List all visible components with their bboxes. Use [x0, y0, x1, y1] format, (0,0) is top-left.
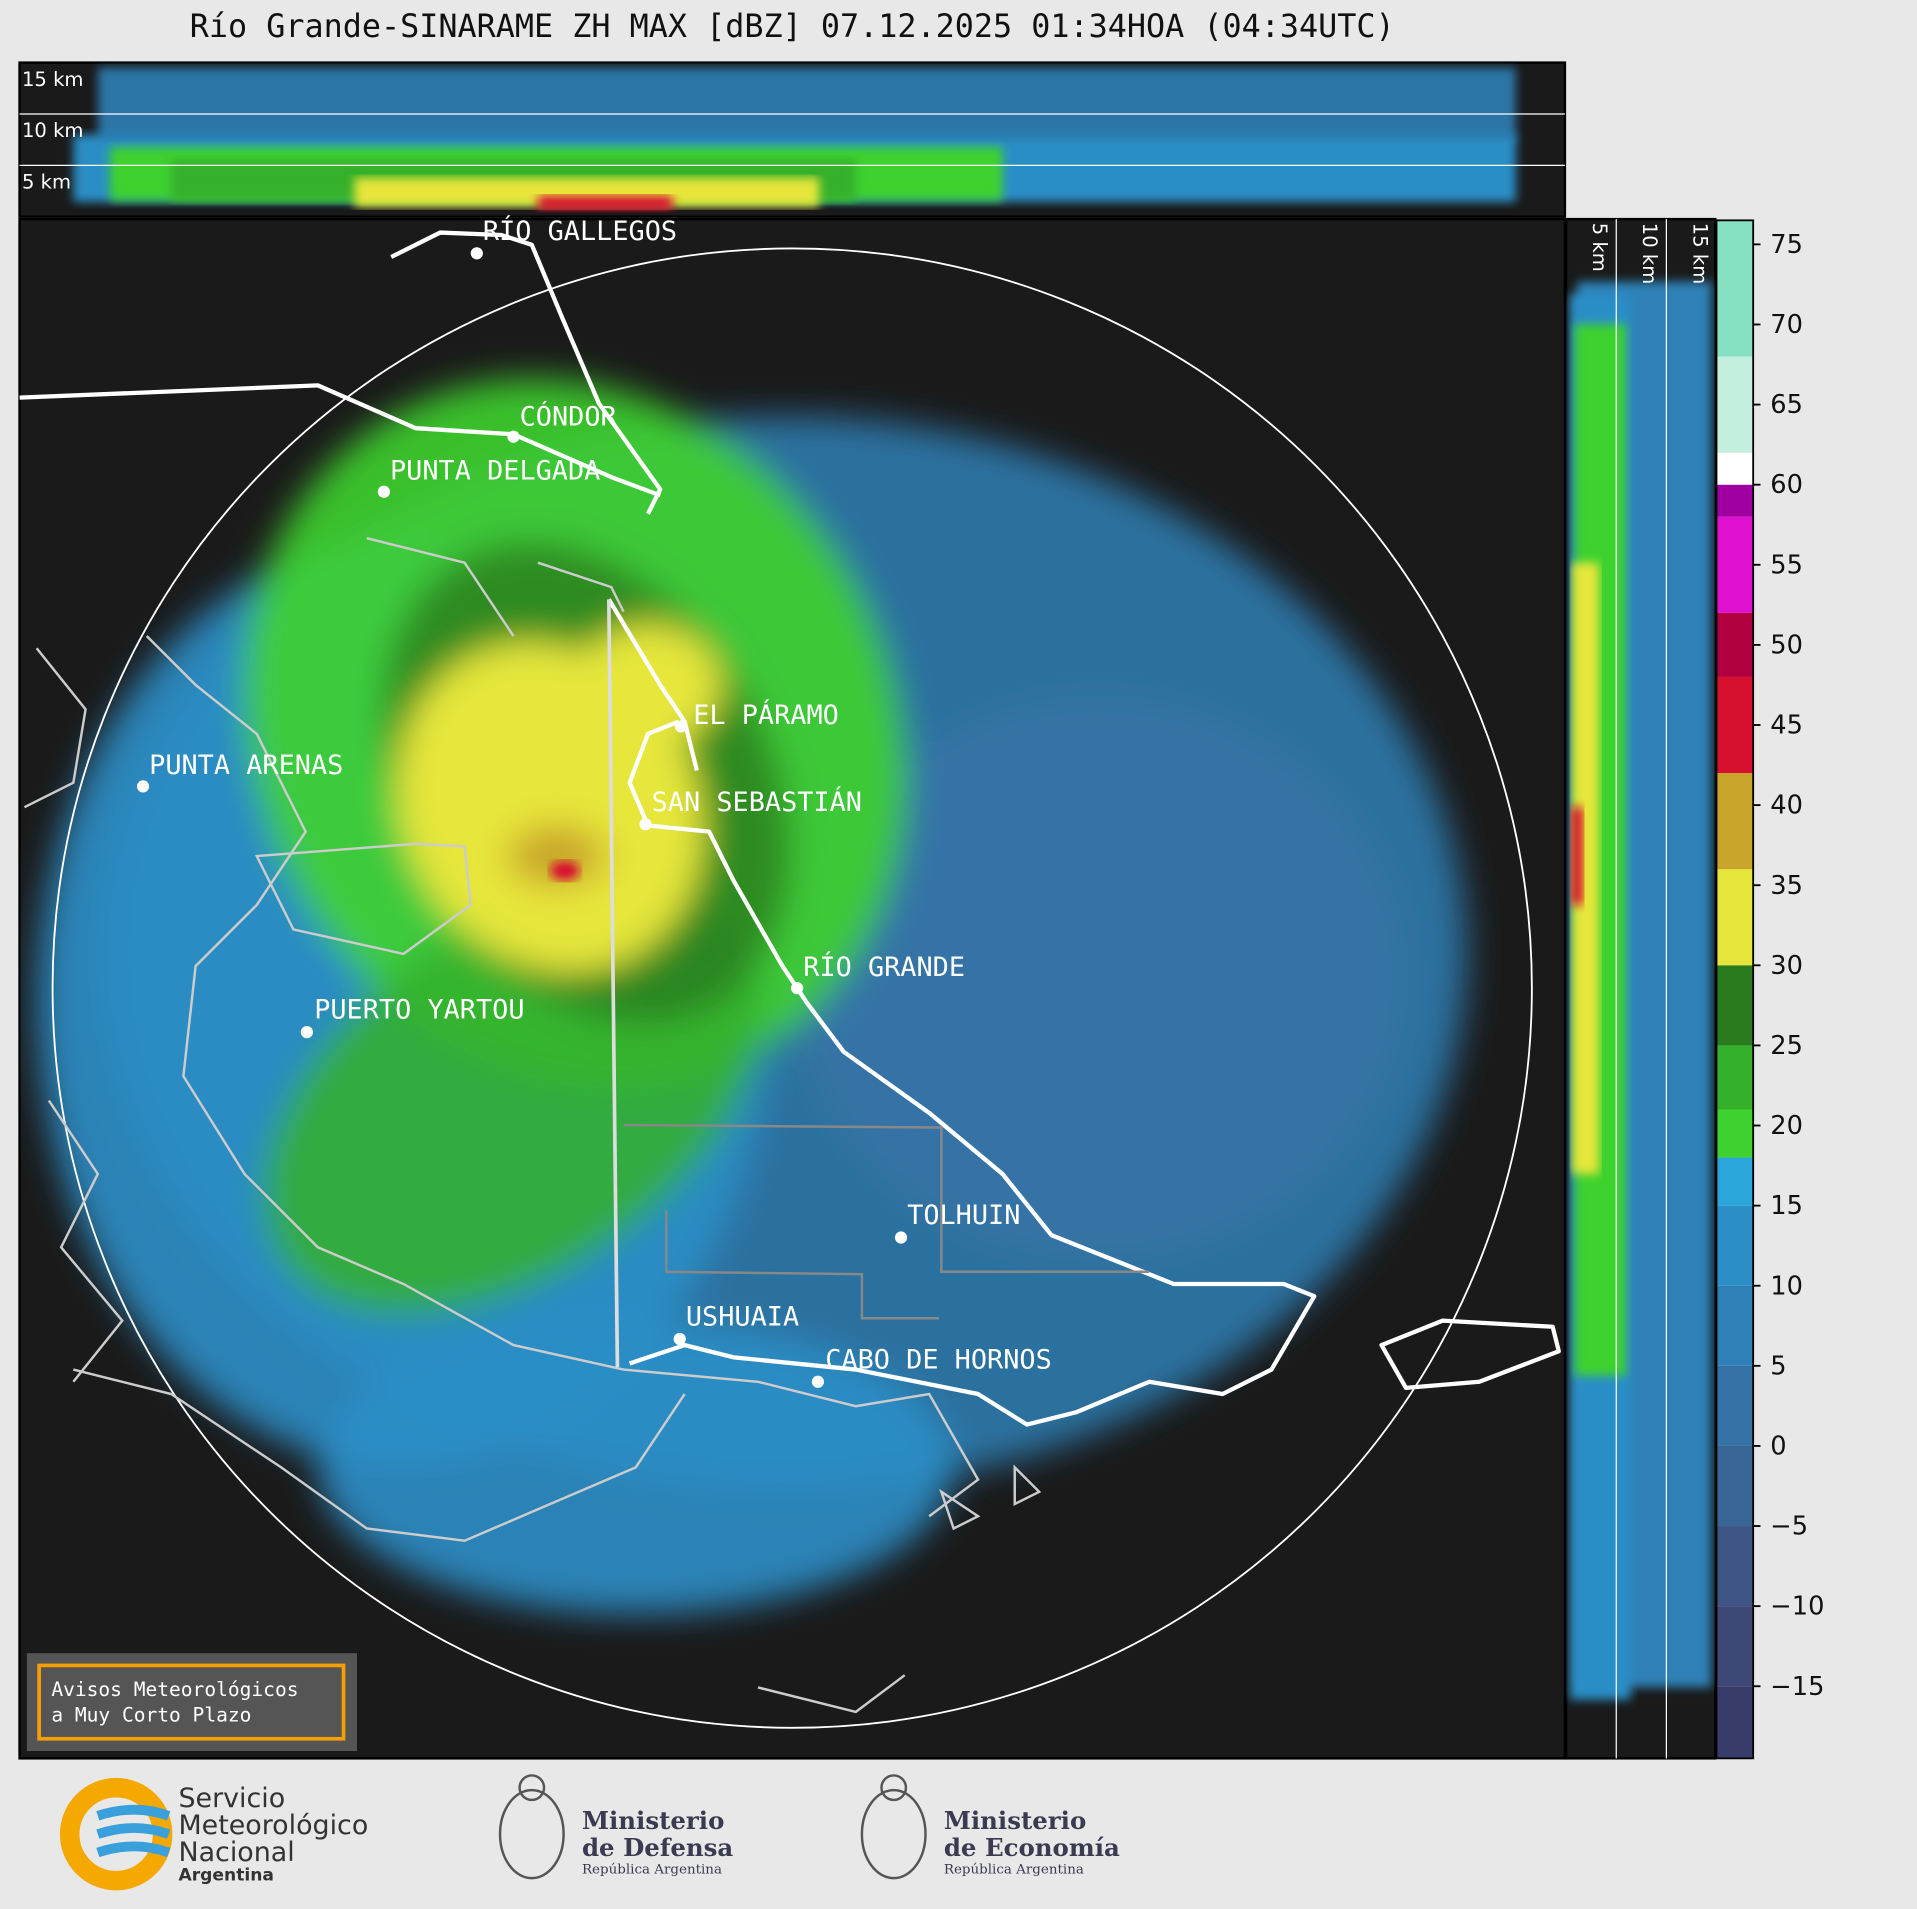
city-label: PUNTA DELGADA [390, 456, 600, 487]
city-dot [470, 247, 483, 260]
colorbar-band [1716, 1365, 1754, 1446]
footer-text: República Argentina [582, 1862, 722, 1877]
colorbar-band [1716, 516, 1754, 613]
city-dot [377, 485, 391, 498]
colorbar-band [1716, 965, 1754, 1046]
notice-text: Avisos Meteorológicos [51, 1678, 298, 1701]
colorbar-band [1716, 452, 1754, 485]
colorbar-band [1716, 1157, 1754, 1206]
city-label: CÓNDOR [520, 401, 618, 433]
emblem [498, 1774, 927, 1880]
colorbar-band [1716, 869, 1754, 966]
colorbar-frame [1715, 219, 1755, 1760]
colorbar-tick-label: 45 [1770, 711, 1803, 741]
city-dot [507, 430, 520, 443]
city-dot [639, 818, 652, 831]
city-label: PUNTA ARENAS [149, 750, 343, 781]
colorbar-tick-label: −15 [1770, 1672, 1824, 1702]
colorbar-tick-label: 60 [1770, 470, 1803, 500]
footer-text: de Defensa [582, 1833, 733, 1862]
colorbar-tick-label: −10 [1770, 1592, 1824, 1622]
colorbar-tick-label: 50 [1770, 630, 1803, 660]
city-dot [673, 1332, 686, 1346]
notice-box [26, 1653, 357, 1752]
city-label: PUERTO YARTOU [314, 995, 524, 1026]
colorbar-band [1716, 1205, 1754, 1286]
colorbar-band [1716, 356, 1754, 453]
altitude-label: 5 km [1588, 223, 1611, 272]
altitude-label: 15 km [1688, 223, 1711, 284]
altitude-label: 5 km [22, 171, 71, 194]
colorbar-band [1716, 484, 1754, 517]
footer-text: República Argentina [944, 1862, 1084, 1877]
colorbar-tick-label: 35 [1770, 871, 1803, 901]
colorbar-band [1716, 1445, 1754, 1527]
city-label: SAN SEBASTIÁN [652, 786, 862, 818]
top-echo [73, 67, 1516, 211]
city-dot [136, 780, 150, 793]
side-echo [1569, 281, 1712, 1700]
colorbar-tick-label: 65 [1770, 390, 1803, 420]
colorbar-band [1716, 1285, 1754, 1366]
city-label: USHUAIA [686, 1302, 799, 1333]
altitude-label: 15 km [22, 68, 83, 91]
city-label: CABO DE HORNOS [825, 1344, 1052, 1375]
colorbar-band [1716, 220, 1754, 357]
footer-text: Nacional [178, 1837, 294, 1868]
footer-text: Ministerio [944, 1806, 1086, 1835]
footer-text: Meteorológico [178, 1810, 368, 1841]
colorbar-tick-label: 25 [1770, 1031, 1803, 1061]
colorbar-band [1716, 1606, 1754, 1687]
city-layer: RÍO GALLEGOS CÓNDOR PUNTA DELGADA PUNTA ARE… [136, 215, 1052, 1388]
colorbar-tick-label: 75 [1770, 230, 1803, 260]
city-dot [300, 1026, 313, 1039]
colorbar-tick-label: 10 [1770, 1271, 1803, 1301]
colorbar-band [1716, 676, 1754, 774]
altitude-label: 10 km [1638, 223, 1661, 284]
city-label: RÍO GALLEGOS [483, 215, 677, 247]
colorbar-band [1716, 612, 1754, 677]
footer-text: de Economía [944, 1833, 1120, 1862]
radar-echo [19, 230, 1561, 1729]
colorbar-tick-label: −5 [1770, 1512, 1808, 1542]
notice-text: a Muy Corto Plazo [51, 1704, 251, 1727]
colorbar-tick-label: 70 [1770, 310, 1803, 340]
colorbar-band [1716, 1045, 1754, 1110]
city-label: EL PÁRAMO [693, 699, 839, 731]
city-dot [791, 982, 804, 995]
city-label: TOLHUIN [907, 1200, 1020, 1231]
city-dot [894, 1231, 908, 1244]
city-dot [674, 720, 688, 733]
footer-text: Argentina [178, 1866, 273, 1886]
colorbar-tick-label: 0 [1770, 1431, 1786, 1461]
city-dot [811, 1375, 825, 1388]
colorbar-band [1716, 1686, 1754, 1759]
smn-logo [59, 1777, 173, 1891]
colorbar-tick-label: 40 [1770, 791, 1803, 821]
colorbar-tick-label: 55 [1770, 550, 1803, 580]
colorbar-tick-label: 20 [1770, 1111, 1803, 1141]
colorbar-tick-label: 5 [1770, 1351, 1786, 1381]
colorbar-band [1716, 773, 1754, 870]
title: Río Grande-SINARAME ZH MAX [dBZ] 07.12.2… [190, 9, 1395, 45]
notice-border [37, 1663, 346, 1741]
footer-text: Ministerio [582, 1806, 724, 1835]
colorbar-band [1716, 1526, 1754, 1607]
colorbar-band [1716, 1109, 1754, 1158]
city-label: RÍO GRANDE [803, 951, 965, 983]
colorbar-tick-label: 30 [1770, 951, 1803, 981]
altitude-label: 10 km [22, 119, 83, 142]
footer-text: Servicio [178, 1783, 285, 1814]
colorbar-tick-label: 15 [1770, 1191, 1803, 1221]
